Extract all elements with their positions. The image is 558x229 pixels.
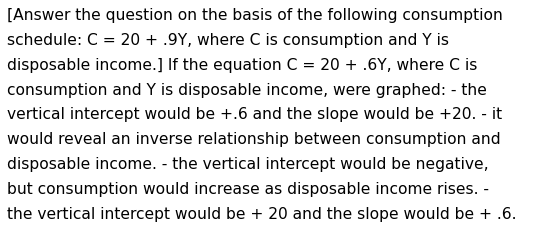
Text: consumption and Y is disposable income, were graphed: - the: consumption and Y is disposable income, …: [7, 82, 487, 97]
Text: disposable income.] If the equation C = 20 + .6Y, where C is: disposable income.] If the equation C = …: [7, 57, 478, 72]
Text: vertical intercept would be +.6 and the slope would be +20. - it: vertical intercept would be +.6 and the …: [7, 107, 502, 122]
Text: [Answer the question on the basis of the following consumption: [Answer the question on the basis of the…: [7, 8, 503, 23]
Text: the vertical intercept would be + 20 and the slope would be + .6.: the vertical intercept would be + 20 and…: [7, 206, 517, 221]
Text: disposable income. - the vertical intercept would be negative,: disposable income. - the vertical interc…: [7, 156, 489, 171]
Text: schedule: C = 20 + .9Y, where C is consumption and Y is: schedule: C = 20 + .9Y, where C is consu…: [7, 33, 449, 48]
Text: but consumption would increase as disposable income rises. -: but consumption would increase as dispos…: [7, 181, 489, 196]
Text: would reveal an inverse relationship between consumption and: would reveal an inverse relationship bet…: [7, 132, 501, 147]
